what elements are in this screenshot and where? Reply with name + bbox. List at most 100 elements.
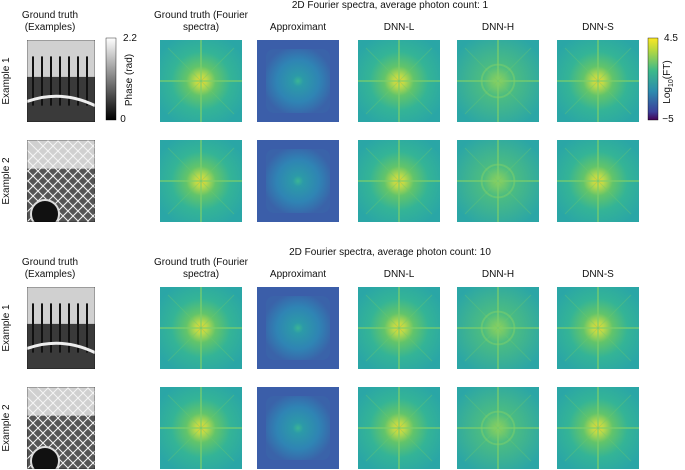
streak [564, 147, 632, 215]
image-inner [266, 296, 330, 360]
colorbar-label: Log10(FT) [662, 47, 678, 117]
streak [564, 147, 632, 215]
streak [167, 394, 235, 462]
column-header: Ground truth (Fourier spectra) [154, 257, 248, 280]
colorbar-max: 2.2 [123, 33, 137, 44]
fence [27, 387, 70, 430]
streak [365, 147, 433, 215]
spectrum-image [160, 140, 242, 222]
image-inner [266, 49, 330, 113]
streak [167, 147, 235, 215]
ring [480, 310, 516, 346]
streak [464, 394, 532, 462]
ring [480, 63, 516, 99]
streak [365, 147, 433, 215]
streak [564, 294, 632, 362]
streak [167, 294, 235, 362]
column-header: DNN-L [383, 22, 415, 33]
streak [365, 47, 433, 115]
colorbar-label: Phase (rad) [124, 53, 135, 107]
streak [564, 294, 632, 362]
column-header: DNN-S [582, 22, 614, 33]
column-header: DNN-L [383, 269, 415, 280]
fence [66, 140, 95, 169]
fence [27, 140, 50, 163]
section-title: 2D Fourier spectra, average photon count… [289, 247, 491, 258]
streak [564, 47, 632, 115]
label-part: 10 [668, 79, 675, 87]
fence [86, 387, 95, 396]
spectrum-image [160, 387, 242, 469]
fence [76, 140, 95, 159]
wheel [30, 446, 60, 469]
column-header: Approximant [269, 22, 327, 33]
streak [167, 47, 235, 115]
spectrum-image [557, 140, 639, 222]
boat [27, 94, 95, 107]
fence [76, 387, 95, 406]
column-header: Approximant [269, 269, 327, 280]
streak [365, 294, 433, 362]
fence [27, 387, 50, 410]
image-inner [266, 149, 330, 213]
fence [27, 387, 60, 420]
fence [27, 143, 95, 213]
streak [464, 294, 532, 362]
label-part: Log [662, 87, 673, 104]
streak [365, 394, 433, 462]
spectrum-image [257, 287, 339, 369]
spectrum-image [160, 40, 242, 122]
section-title: 2D Fourier spectra, average photon count… [291, 0, 489, 11]
column-header: DNN-H [481, 22, 515, 33]
fence [27, 140, 60, 173]
label-part: (FT) [662, 60, 673, 80]
spectrum-image [257, 387, 339, 469]
fence [27, 140, 90, 203]
left-header: Ground truth (Examples) [21, 10, 79, 33]
fence [46, 420, 95, 469]
streak [167, 394, 235, 462]
streak [167, 294, 235, 362]
streak [464, 394, 532, 462]
spectrum-image [557, 40, 639, 122]
row-label: Example 1 [1, 57, 12, 105]
ring [480, 410, 516, 446]
wheel [30, 199, 60, 222]
row-label: Example 1 [1, 304, 12, 352]
streak [365, 294, 433, 362]
streak [464, 147, 532, 215]
fence [66, 440, 95, 469]
phase-colorbar [105, 37, 117, 121]
streak [464, 294, 532, 362]
example-image [27, 287, 95, 369]
spectrum-image [358, 287, 440, 369]
streak [564, 394, 632, 462]
streak [167, 147, 235, 215]
fence [27, 140, 70, 183]
column-header: Ground truth (Fourier spectra) [154, 10, 248, 33]
fence [27, 387, 80, 440]
streak [365, 47, 433, 115]
fence [56, 183, 95, 222]
fence [27, 140, 80, 193]
fence [56, 430, 95, 469]
spectrum-image [358, 387, 440, 469]
fence [27, 390, 95, 460]
row-label: Example 2 [1, 404, 12, 452]
fence [66, 193, 95, 222]
spectrum-image [457, 287, 539, 369]
spectrum-image [457, 387, 539, 469]
fence [56, 387, 95, 426]
fence [86, 213, 95, 222]
spectrum-image [457, 40, 539, 122]
spectrum-image [160, 287, 242, 369]
spectrum-image [457, 140, 539, 222]
spectrum-image [257, 140, 339, 222]
fence [66, 387, 95, 416]
fence [86, 140, 95, 149]
streak [167, 47, 235, 115]
row-label: Example 2 [1, 157, 12, 205]
fence [27, 387, 90, 450]
streak [365, 394, 433, 462]
spectrum-image [358, 140, 440, 222]
